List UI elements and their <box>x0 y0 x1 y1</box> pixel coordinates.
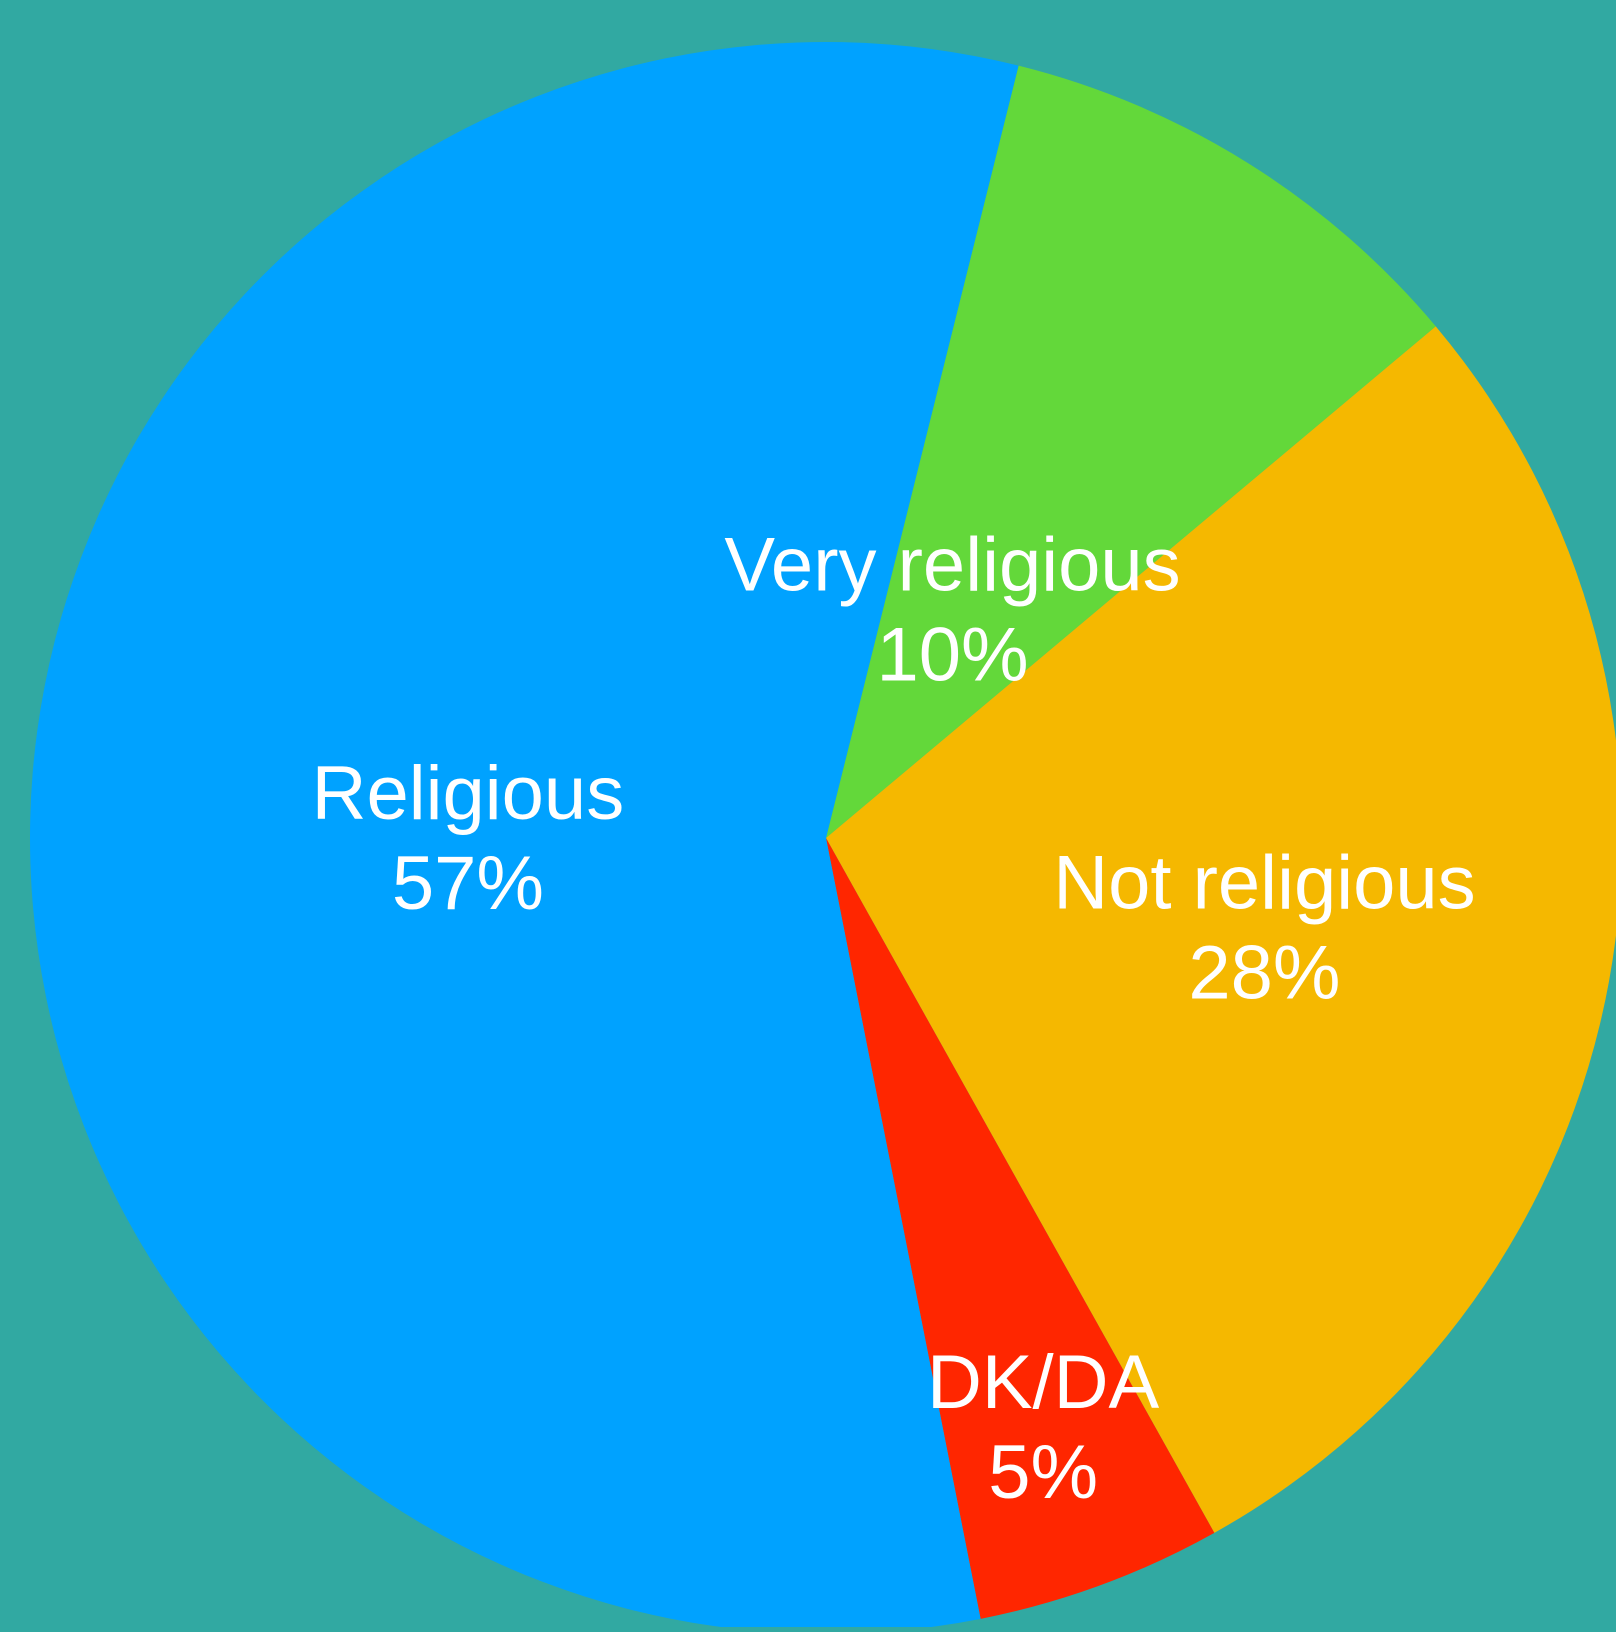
slice-value-label-not-religious: 28% <box>1188 930 1340 1015</box>
slice-label-not-religious: Not religious <box>1053 840 1475 925</box>
pie-slice-religious <box>30 42 1019 1632</box>
slice-label-dk-da: DK/DA <box>927 1340 1160 1425</box>
pie-slice-very-religious <box>826 65 1436 839</box>
slice-label-very-religious: Very religious <box>724 522 1180 607</box>
slices-layer <box>30 42 1616 1632</box>
slice-label-religious: Religious <box>312 751 625 836</box>
pie-slice-not-religious <box>826 326 1616 1533</box>
pie-slice-dk-da <box>826 838 1215 1619</box>
slice-value-label-very-religious: 10% <box>876 612 1028 697</box>
slice-value-label-dk-da: 5% <box>988 1430 1098 1515</box>
slice-value-label-religious: 57% <box>392 841 544 926</box>
